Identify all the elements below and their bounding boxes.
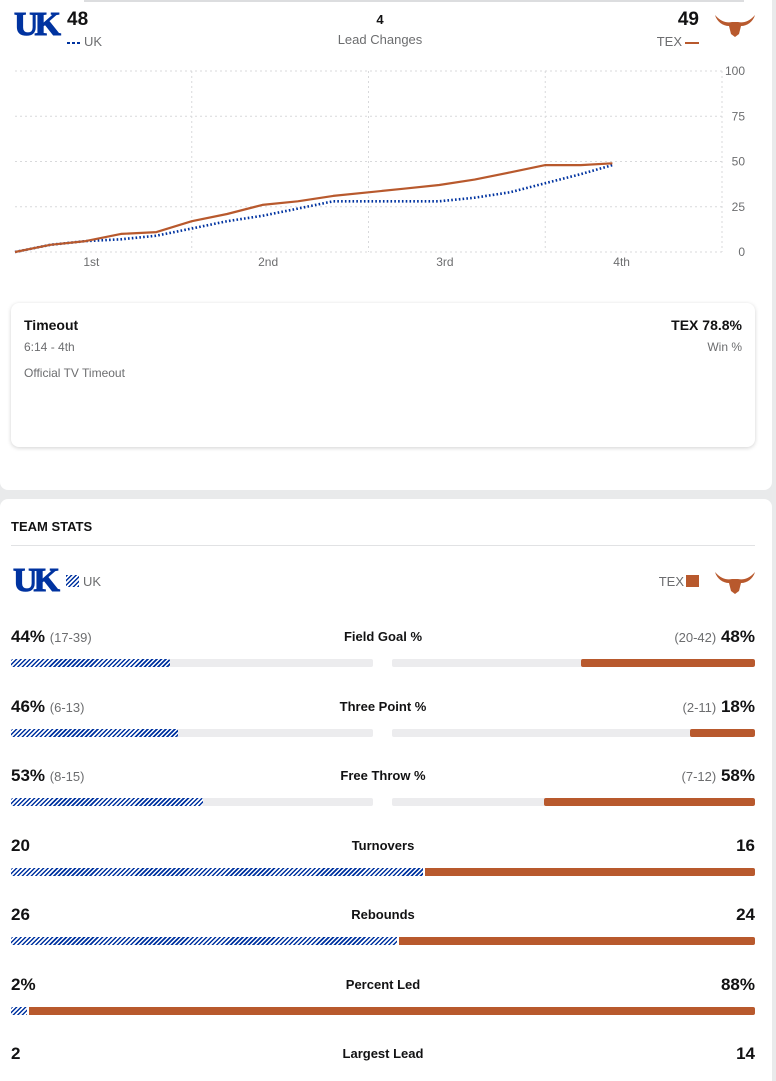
tex-stat-value: (7-12) 58%	[682, 766, 755, 786]
home-abbr: UK	[84, 34, 102, 49]
stat-row: 26 Rebounds 24	[11, 905, 755, 965]
game-flow-card: UK 48 UK 4 Lead Changes 49 TEX 1st 2nd 3rd…	[0, 0, 772, 490]
tex-stat-sub: (7-12)	[682, 769, 717, 784]
stat-name: Free Throw %	[11, 768, 755, 783]
uk-stat-bar-fill	[11, 937, 397, 945]
game-flow-chart: 1st 2nd 3rd 4th 100 75 50 25 0	[0, 56, 772, 286]
team-stats-card: TEAM STATS UK UK TEX 44% (17-39) Field Go…	[0, 499, 772, 1081]
header-divider	[84, 0, 744, 2]
stats-home-abbr: UK	[83, 574, 101, 589]
y-tick-label: 50	[732, 155, 746, 169]
tex-stat-main: 18%	[721, 697, 755, 716]
tex-stat-bar-fill	[399, 937, 755, 945]
tex-stat-value: (2-11) 18%	[683, 697, 755, 717]
dotted-line-icon	[67, 40, 81, 46]
team-stats-divider	[11, 545, 755, 546]
stat-name: Three Point %	[11, 699, 755, 714]
tex-stat-bar-fill	[581, 659, 755, 667]
chart-series	[15, 163, 612, 252]
uk-stat-bar-fill	[11, 1007, 27, 1015]
home-score: 48	[67, 9, 88, 31]
x-tick-label: 4th	[613, 255, 630, 269]
tex-stat-value: 24	[736, 905, 755, 925]
uk-stat-bar	[11, 659, 373, 667]
win-probability: TEX 78.8%	[671, 317, 742, 333]
chart-x-ticks: 1st 2nd 3rd 4th	[83, 255, 630, 269]
tex-stat-bar-fill	[544, 798, 755, 806]
lead-changes-value: 4	[360, 12, 400, 27]
play-detail-card[interactable]: Timeout 6:14 - 4th Official TV Timeout T…	[11, 303, 755, 447]
stat-row: 46% (6-13) Three Point % (2-11) 18%	[11, 697, 755, 757]
tex-stat-main: 48%	[721, 627, 755, 646]
play-description: Official TV Timeout	[24, 366, 125, 380]
x-tick-label: 3rd	[436, 255, 453, 269]
tex-stat-sub: (20-42)	[674, 630, 716, 645]
series-line-uk	[15, 165, 612, 252]
y-tick-label: 75	[732, 109, 746, 123]
chart-grid	[15, 71, 722, 252]
win-probability-label: Win %	[707, 340, 742, 354]
uk-stat-bar	[11, 729, 373, 737]
play-time: 6:14 - 4th	[24, 340, 75, 354]
uk-logo-small: UK	[13, 562, 56, 600]
stat-name: Field Goal %	[11, 629, 755, 644]
tex-stat-bar	[392, 659, 755, 667]
chart-y-ticks: 100 75 50 25 0	[725, 64, 745, 259]
tex-stat-main: 14	[736, 1044, 755, 1063]
tex-stat-bar-fill	[425, 868, 755, 876]
home-legend: UK	[67, 34, 102, 49]
x-tick-label: 2nd	[258, 255, 278, 269]
stat-row: 2 Largest Lead 14	[11, 1044, 755, 1081]
tex-stat-bar	[392, 729, 755, 737]
lead-changes-label: Lead Changes	[320, 32, 440, 47]
tex-stat-sub: (2-11)	[683, 700, 717, 715]
stat-name: Turnovers	[11, 838, 755, 853]
tex-stat-bar	[392, 798, 755, 806]
tex-stat-main: 88%	[721, 975, 755, 994]
away-legend: TEX	[657, 34, 699, 49]
tex-stat-main: 16	[736, 836, 755, 855]
stat-name: Rebounds	[11, 907, 755, 922]
away-score: 49	[678, 9, 699, 31]
tex-stat-value: (20-42) 48%	[674, 627, 755, 647]
stat-row: 53% (8-15) Free Throw % (7-12) 58%	[11, 766, 755, 826]
uk-stat-bar-fill	[11, 729, 178, 737]
uk-stat-bar	[11, 798, 373, 806]
y-tick-label: 0	[738, 245, 745, 259]
play-title: Timeout	[24, 317, 78, 333]
tex-swatch	[686, 575, 699, 587]
tex-stat-value: 16	[736, 836, 755, 856]
tex-stat-bar-fill	[690, 729, 755, 737]
longhorn-logo-icon	[713, 12, 757, 38]
tex-stat-value: 88%	[721, 975, 755, 995]
stat-name: Percent Led	[11, 977, 755, 992]
uk-stat-bar-fill	[11, 868, 423, 876]
tex-stat-main: 24	[736, 905, 755, 924]
solid-line-icon	[685, 40, 699, 46]
stat-name: Largest Lead	[11, 1046, 755, 1061]
tex-stat-main: 58%	[721, 766, 755, 785]
tex-stat-bar-fill	[29, 1007, 755, 1015]
uk-stat-bar-fill	[11, 798, 203, 806]
uk-stat-bar-fill	[11, 659, 170, 667]
tex-stat-value: 14	[736, 1044, 755, 1064]
longhorn-logo-icon	[713, 569, 757, 595]
stat-row: 20 Turnovers 16	[11, 836, 755, 896]
x-tick-label: 1st	[83, 255, 100, 269]
series-line-tex	[15, 163, 612, 252]
stat-row: 44% (17-39) Field Goal % (20-42) 48%	[11, 627, 755, 687]
y-tick-label: 100	[725, 64, 745, 78]
away-abbr: TEX	[657, 34, 682, 49]
uk-logo: UK	[14, 6, 57, 44]
y-tick-label: 25	[732, 200, 746, 214]
stat-row: 2% Percent Led 88%	[11, 975, 755, 1035]
team-stats-title: TEAM STATS	[11, 519, 92, 534]
uk-swatch	[66, 575, 79, 587]
stats-away-abbr: TEX	[659, 574, 684, 589]
